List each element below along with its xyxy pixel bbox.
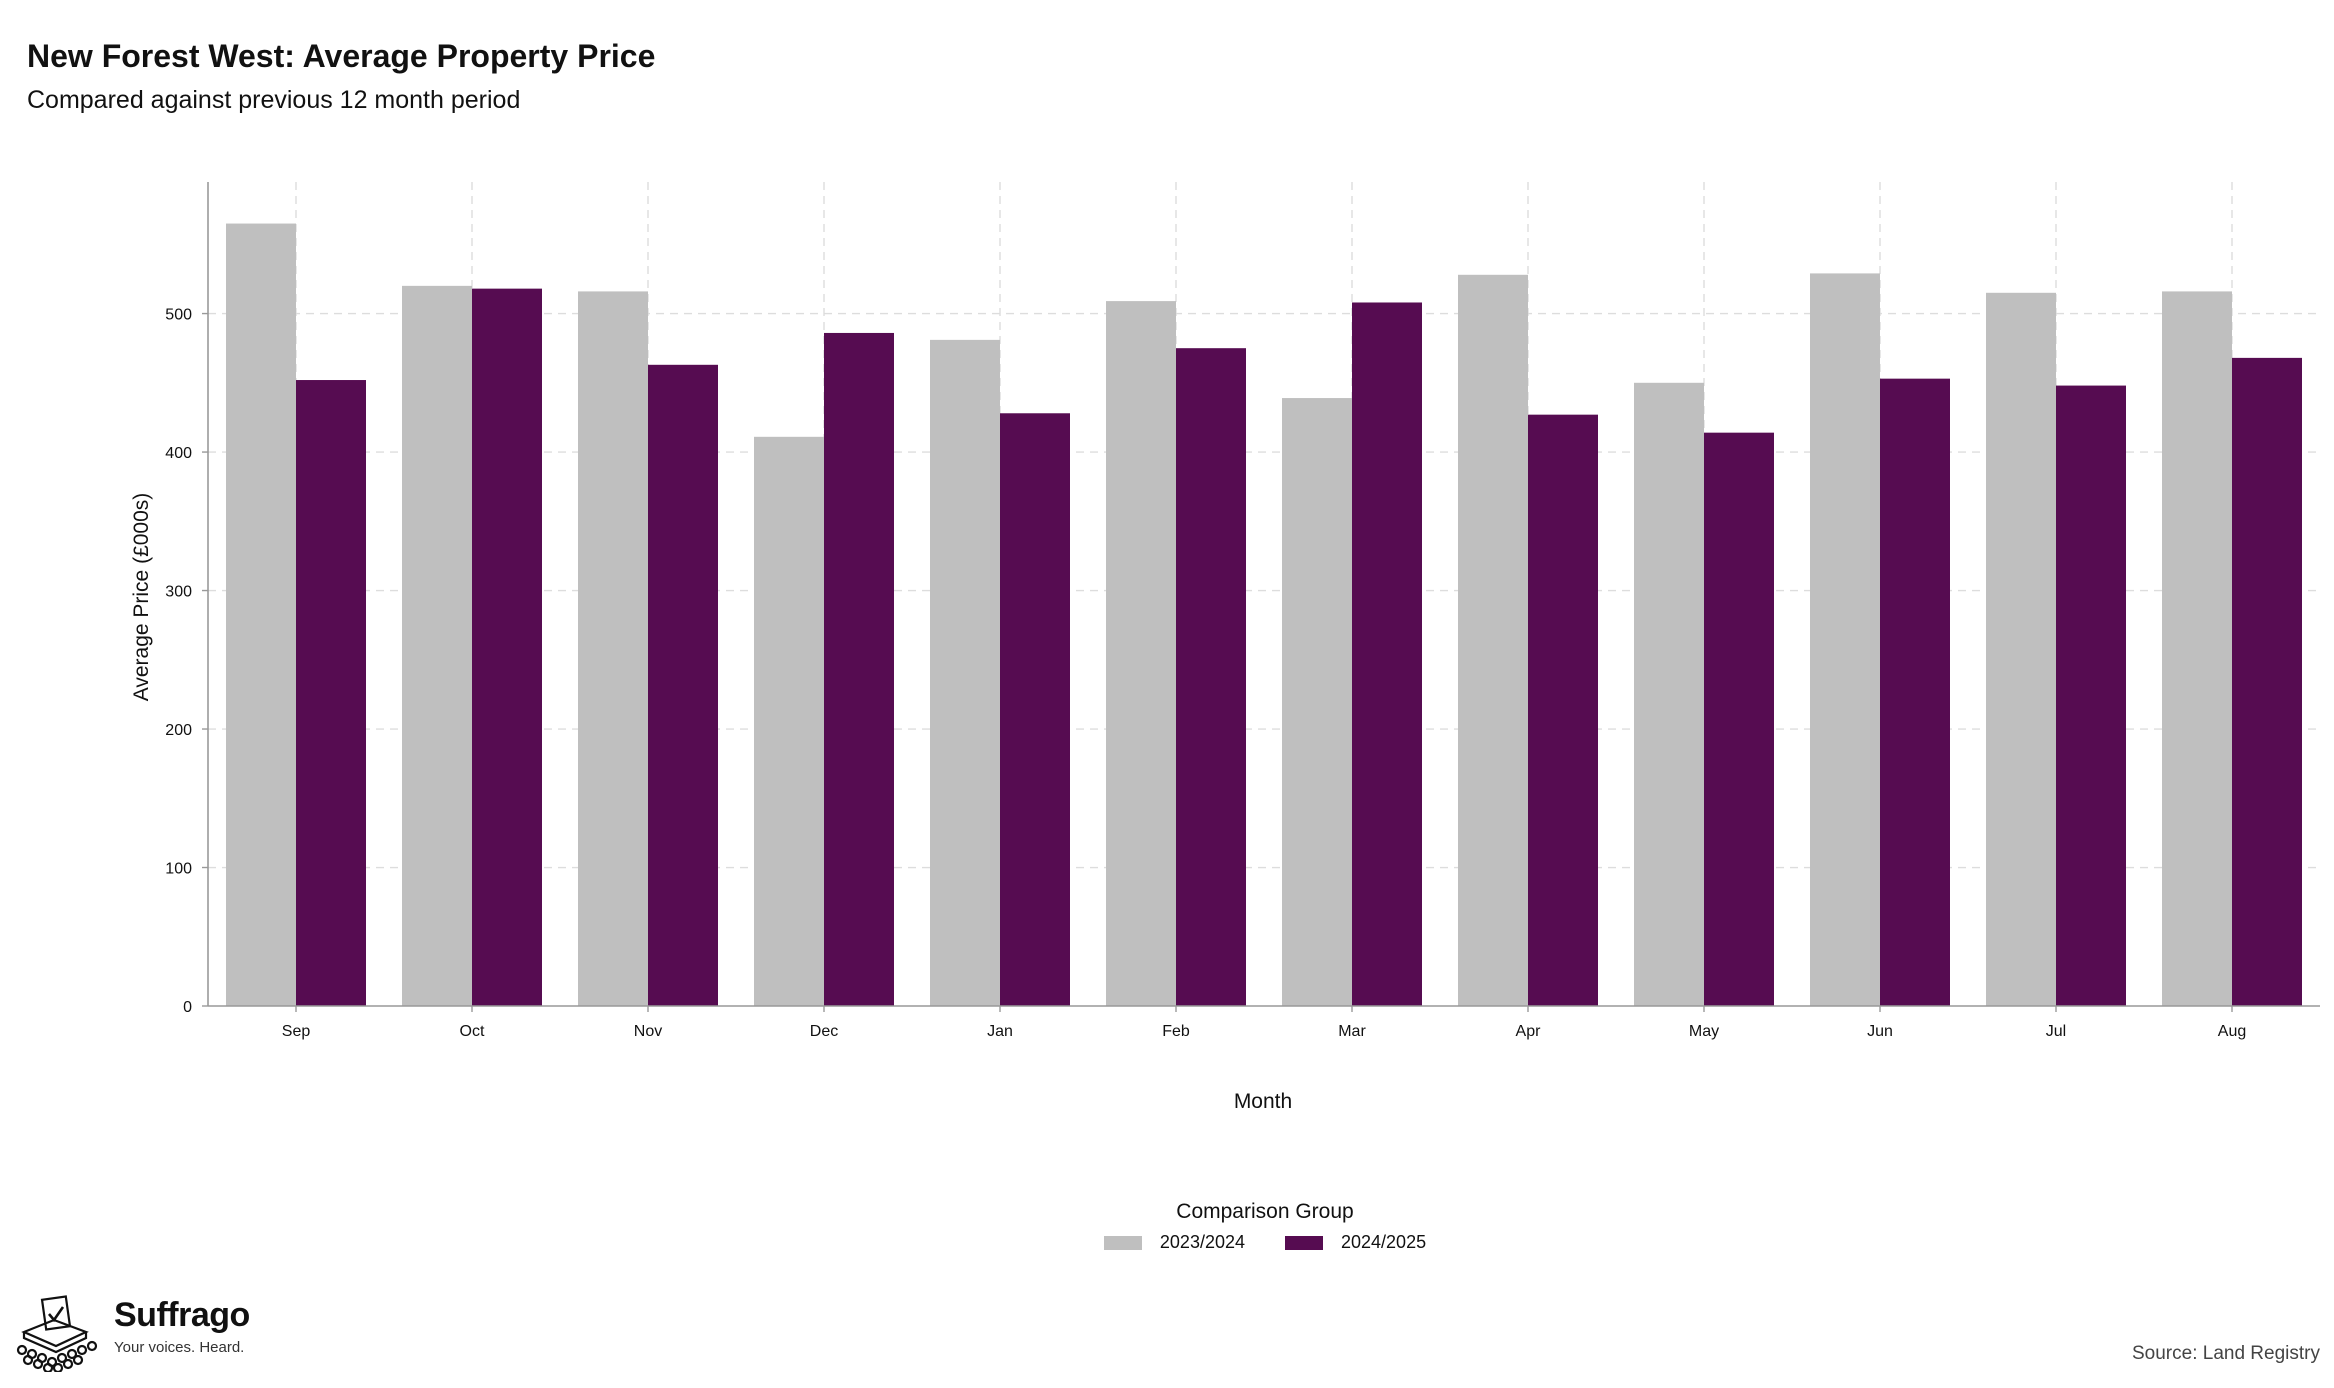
x-tick-label: Nov	[634, 1023, 662, 1040]
legend: Comparison Group 2023/2024 2024/2025	[1095, 1200, 1435, 1253]
x-tick-label: Dec	[810, 1023, 838, 1040]
bar-2023-2024-nov	[578, 291, 648, 1006]
bar-2023-2024-oct	[402, 285, 472, 1006]
brand-logo: Suffrago Your voices. Heard.	[14, 1292, 250, 1372]
bar-2024-2025-may	[1704, 432, 1774, 1006]
y-tick-label: 0	[183, 999, 192, 1016]
legend-item-2023-2024: 2023/2024	[1103, 1232, 1245, 1253]
y-tick-label: 100	[165, 861, 192, 878]
legend-title: Comparison Group	[1176, 1200, 1354, 1223]
bar-2023-2024-may	[1634, 382, 1704, 1006]
y-axis-title: Average Price (£000s)	[130, 493, 153, 702]
x-tick-label: Aug	[2218, 1023, 2246, 1040]
x-axis-title: Month	[1234, 1090, 1292, 1113]
chart-subtitle: Compared against previous 12 month perio…	[27, 86, 521, 114]
x-tick-label: Jun	[1867, 1023, 1893, 1040]
bar-2023-2024-feb	[1106, 301, 1176, 1007]
legend-item-2024-2025: 2024/2025	[1285, 1232, 1426, 1253]
bar-2024-2025-mar	[1352, 302, 1422, 1007]
bar-2024-2025-oct	[472, 288, 542, 1007]
x-tick-label: Oct	[460, 1023, 485, 1040]
x-tick-label: Feb	[1162, 1023, 1190, 1040]
bar-2023-2024-sep	[226, 223, 296, 1007]
x-tick-label: Jan	[987, 1023, 1013, 1040]
bar-2023-2024-dec	[754, 436, 824, 1007]
legend-items: 2023/2024 2024/2025	[1095, 1232, 1435, 1253]
legend-swatch-2023-2024	[1103, 1235, 1142, 1250]
bar-2024-2025-sep	[296, 380, 366, 1006]
x-tick-label: Mar	[1338, 1023, 1366, 1040]
bar-2024-2025-nov	[648, 364, 718, 1007]
axes: 0 100 200 300 400 500 Sep Oct Nov Dec Jan Feb Mar Apr…	[165, 182, 2320, 1040]
ballot-box-icon	[16, 1295, 98, 1372]
bar-2023-2024-jul	[1986, 292, 2056, 1006]
x-tick-label: May	[1689, 1023, 1719, 1040]
x-tick-label: Apr	[1516, 1023, 1542, 1040]
source-note: Source: Land Registry	[2132, 1343, 2320, 1364]
y-tick-label: 300	[165, 584, 192, 601]
legend-label-2023-2024: 2023/2024	[1159, 1232, 1245, 1252]
chart-title: New Forest West: Average Property Price	[27, 38, 656, 74]
y-tick-label: 200	[165, 722, 192, 739]
x-tick-label: Sep	[282, 1023, 311, 1040]
bar-2024-2025-dec	[824, 332, 894, 1006]
bar-2023-2024-apr	[1458, 274, 1528, 1006]
brand-name: Suffrago	[114, 1296, 250, 1334]
bar-2024-2025-jun	[1880, 378, 1950, 1006]
y-tick-label: 500	[165, 307, 192, 324]
bar-2024-2025-jan	[1000, 413, 1070, 1007]
bar-2024-2025-apr	[1528, 414, 1598, 1006]
bar-2023-2024-jun	[1810, 273, 1880, 1006]
bar-2024-2025-jul	[2056, 385, 2126, 1006]
brand-tagline: Your voices. Heard.	[114, 1339, 245, 1356]
bar-2023-2024-mar	[1282, 398, 1352, 1006]
y-tick-label: 400	[165, 445, 192, 462]
brand-text: Suffrago Your voices. Heard.	[114, 1292, 250, 1356]
bar-2023-2024-aug	[2162, 291, 2232, 1006]
x-tick-label: Jul	[2046, 1023, 2066, 1040]
bars	[226, 223, 2302, 1007]
bar-2024-2025-aug	[2232, 357, 2302, 1006]
legend-label-2024-2025: 2024/2025	[1341, 1232, 1427, 1252]
bar-2024-2025-feb	[1176, 348, 1246, 1006]
legend-swatch-2024-2025	[1285, 1235, 1323, 1250]
bar-2023-2024-jan	[930, 339, 1000, 1007]
bar-chart: 0 100 200 300 400 500 Sep Oct Nov Dec Jan Feb Mar Apr…	[130, 182, 2320, 1113]
